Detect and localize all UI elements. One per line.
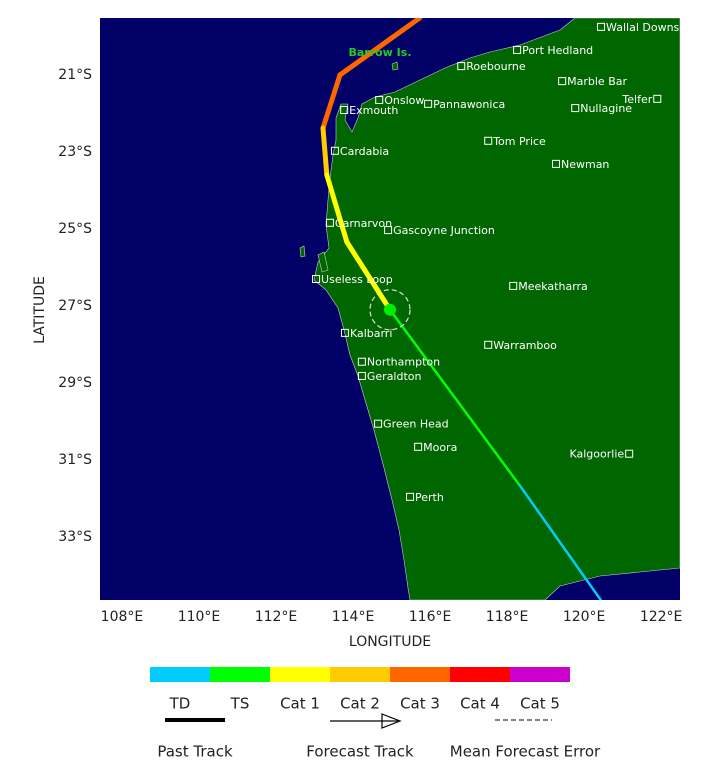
x-tick-label: 122°E bbox=[640, 609, 683, 625]
place-marker bbox=[484, 136, 493, 145]
place-marker bbox=[357, 371, 366, 380]
track-segment bbox=[337, 18, 423, 78]
place-label: Cardabia bbox=[340, 145, 389, 158]
y-tick-label: 27°S bbox=[58, 298, 92, 314]
place-label: Pannawonica bbox=[433, 98, 505, 111]
track-segment bbox=[320, 72, 343, 131]
place-marker bbox=[325, 218, 334, 227]
place-marker bbox=[340, 105, 349, 114]
current-position bbox=[384, 303, 396, 316]
x-tick-label: 118°E bbox=[486, 609, 529, 625]
place-label: Northampton bbox=[367, 356, 440, 369]
place-label: Warramboo bbox=[493, 339, 557, 352]
legend-swatch bbox=[330, 667, 390, 682]
place-label: Carnarvon bbox=[335, 217, 392, 230]
place-marker bbox=[551, 159, 560, 168]
place-label: Useless Loop bbox=[321, 273, 393, 286]
place-label: Gascoyne Junction bbox=[393, 224, 495, 237]
place-marker bbox=[406, 492, 415, 501]
island-label: Barrow Is. bbox=[348, 46, 411, 59]
place-marker bbox=[384, 226, 393, 235]
place-label: Kalbarri bbox=[350, 327, 392, 340]
legend-label: Forecast Track bbox=[306, 743, 414, 760]
legend-swatch bbox=[450, 667, 510, 682]
track-segment bbox=[324, 172, 350, 245]
place-marker bbox=[424, 99, 433, 108]
place-marker bbox=[374, 419, 383, 428]
x-tick-label: 112°E bbox=[255, 609, 298, 625]
legend-swatch bbox=[150, 667, 210, 682]
y-tick-label: 29°S bbox=[58, 375, 92, 391]
place-label: Green Head bbox=[383, 418, 449, 431]
x-tick-label: 114°E bbox=[332, 609, 375, 625]
place-label: Telfer bbox=[621, 93, 652, 106]
place-marker bbox=[653, 94, 662, 103]
place-label: Wallal Downs bbox=[606, 21, 679, 34]
track-segment bbox=[344, 239, 393, 313]
place-label: Moora bbox=[423, 441, 457, 454]
place-label: Perth bbox=[415, 491, 444, 504]
place-marker bbox=[340, 328, 349, 337]
legend-label: Mean Forecast Error bbox=[450, 743, 601, 760]
place-marker bbox=[571, 104, 580, 113]
legend-category: Cat 4 bbox=[460, 695, 500, 713]
track-segment bbox=[518, 484, 603, 600]
place-marker bbox=[357, 357, 366, 366]
place-marker bbox=[509, 281, 518, 290]
place-label: Geraldton bbox=[367, 370, 422, 383]
legend-swatch bbox=[390, 667, 450, 682]
place-label: Meekatharra bbox=[518, 280, 588, 293]
y-tick-label: 25°S bbox=[58, 221, 92, 237]
place-marker bbox=[558, 77, 567, 86]
x-tick-label: 120°E bbox=[563, 609, 606, 625]
island bbox=[317, 251, 329, 273]
track-segment bbox=[320, 125, 330, 178]
y-axis-label: LATITUDE bbox=[32, 276, 48, 344]
place-label: Marble Bar bbox=[567, 75, 627, 88]
legend-label: Past Track bbox=[157, 743, 233, 760]
place-label: Tom Price bbox=[492, 135, 546, 148]
place-marker bbox=[457, 62, 466, 71]
track-segment bbox=[388, 308, 522, 488]
forecast-arrow bbox=[381, 713, 402, 729]
y-tick-label: 33°S bbox=[58, 529, 92, 545]
place-label: Kalgoorlie bbox=[569, 448, 624, 461]
x-tick-label: 110°E bbox=[178, 609, 221, 625]
place-label: Port Hedland bbox=[522, 44, 593, 57]
legend-category: TD bbox=[169, 695, 191, 713]
place-label: Exmouth bbox=[349, 104, 398, 117]
y-tick-label: 31°S bbox=[58, 452, 92, 468]
place-marker bbox=[414, 442, 423, 451]
legend-swatch bbox=[270, 667, 330, 682]
place-marker bbox=[484, 340, 493, 349]
legend-category: TS bbox=[230, 695, 250, 713]
island bbox=[391, 61, 399, 71]
place-marker bbox=[597, 22, 606, 31]
y-tick-label: 21°S bbox=[58, 67, 92, 83]
place-label: Newman bbox=[561, 158, 609, 171]
legend-category: Cat 3 bbox=[400, 695, 440, 713]
legend-swatch bbox=[210, 667, 270, 682]
legend-category: Cat 5 bbox=[520, 695, 560, 713]
island bbox=[299, 245, 306, 258]
legend-category: Cat 1 bbox=[280, 695, 320, 713]
place-label: Onslow bbox=[384, 94, 424, 107]
x-axis-label: LONGITUDE bbox=[349, 634, 431, 650]
x-tick-label: 116°E bbox=[409, 609, 452, 625]
place-marker bbox=[312, 274, 321, 283]
place-marker bbox=[375, 95, 384, 104]
place-marker bbox=[513, 45, 522, 54]
legend-swatch bbox=[510, 667, 570, 682]
y-tick-label: 23°S bbox=[58, 144, 92, 160]
place-marker bbox=[625, 449, 634, 458]
place-label: Nullagine bbox=[580, 102, 632, 115]
place-label: Roebourne bbox=[466, 60, 526, 73]
place-marker bbox=[330, 146, 339, 155]
x-tick-label: 108°E bbox=[101, 609, 144, 625]
forecast-error-circle bbox=[369, 289, 411, 331]
legend-category: Cat 2 bbox=[340, 695, 380, 713]
